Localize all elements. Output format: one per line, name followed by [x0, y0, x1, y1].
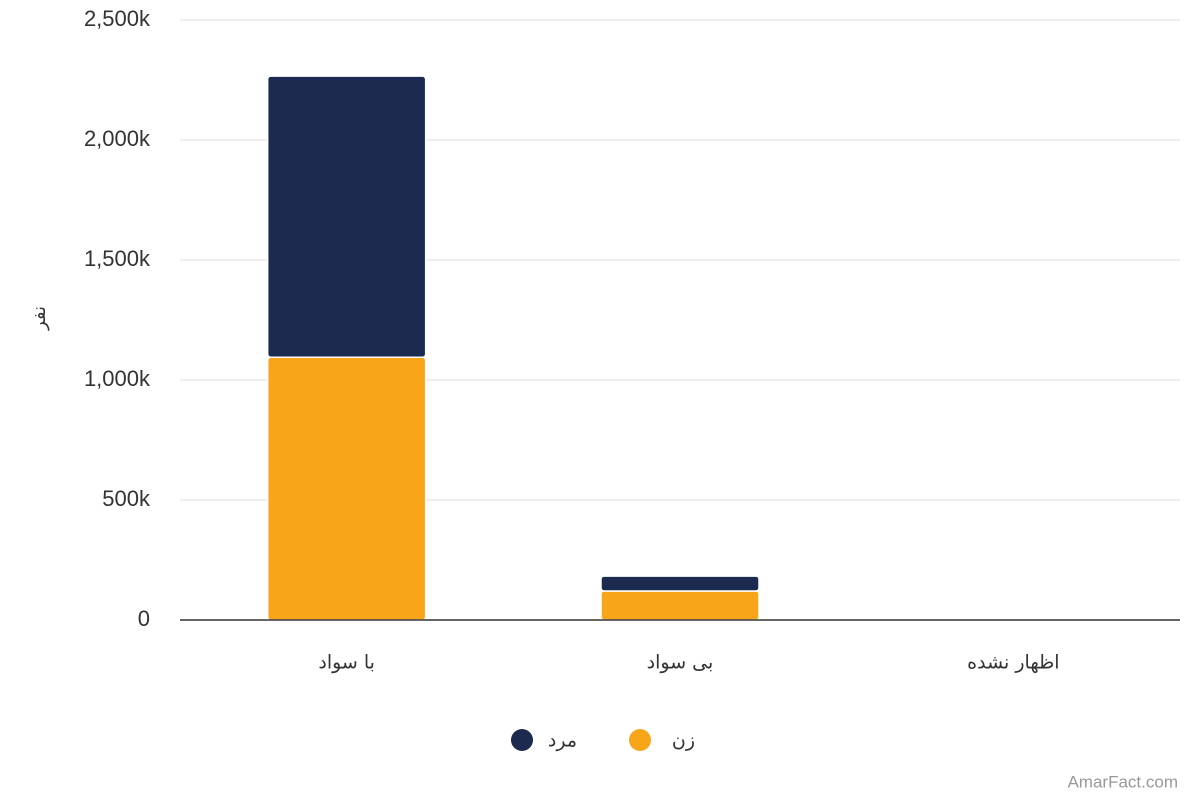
x-tick-label: با سواد [318, 652, 375, 674]
bar-segment [600, 575, 760, 592]
legend-marker [511, 729, 533, 751]
y-tick-label: 2,500k [84, 6, 151, 31]
y-tick-label: 0 [138, 606, 150, 631]
bar-segment [600, 590, 760, 621]
x-tick-label: اظهار نشده [967, 652, 1059, 674]
y-tick-label: 1,500k [84, 246, 151, 271]
y-axis-label: نفر [29, 306, 50, 331]
y-tick-label: 500k [102, 486, 151, 511]
watermark: AmarFact.com [1067, 772, 1178, 791]
y-tick-label: 2,000k [84, 126, 151, 151]
y-tick-label: 1,000k [84, 366, 151, 391]
legend-label: زن [672, 730, 695, 752]
bar-segment [266, 356, 427, 621]
bar-segment [266, 75, 427, 358]
legend-marker [629, 729, 651, 751]
x-tick-label: بی سواد [647, 652, 714, 674]
legend-label: مرد [548, 730, 577, 752]
